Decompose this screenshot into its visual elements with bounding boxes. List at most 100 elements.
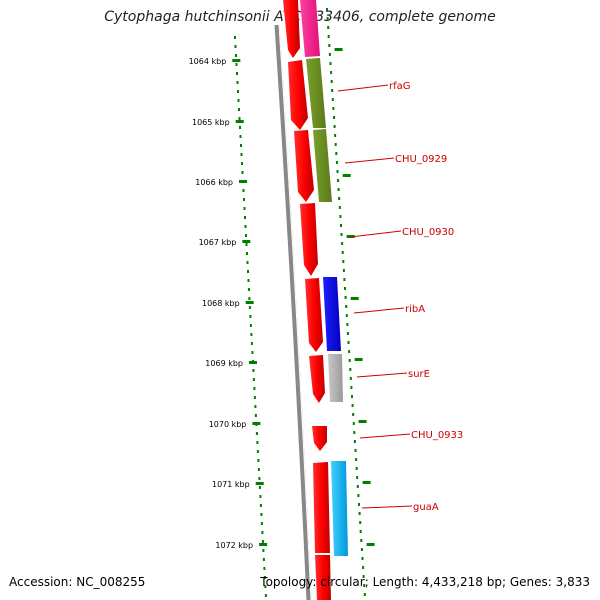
outer-dot xyxy=(344,287,346,290)
genome-summary: Topology: circular; Length: 4,433,218 bp… xyxy=(260,575,590,589)
length-label: Length: xyxy=(372,575,419,589)
topology-label: Topology: xyxy=(260,575,317,589)
outer-dot xyxy=(342,269,345,272)
ruler-dot xyxy=(246,261,249,264)
ruler-dot xyxy=(258,477,261,480)
outer-dot xyxy=(327,35,330,38)
ruler-dot xyxy=(247,279,250,282)
outer-tick xyxy=(358,420,367,423)
ruler-dot xyxy=(245,234,247,237)
outer-dot xyxy=(351,404,354,407)
outer-dot xyxy=(348,359,351,362)
outer-dot xyxy=(334,134,337,137)
gene-block-CHU_0929 xyxy=(313,129,332,202)
gene-label[interactable]: surE xyxy=(408,369,430,380)
gene-arrow-4 xyxy=(305,278,323,352)
ruler-dot xyxy=(235,63,238,66)
gene-label[interactable]: CHU_0929 xyxy=(395,154,447,165)
ruler-dot xyxy=(248,297,251,300)
forward-genes xyxy=(283,0,331,600)
ruler-tick-labels: 1064 kbp 1065 kbp 1066 kbp 1067 kbp 1068 kbp… xyxy=(189,57,268,550)
outer-dot xyxy=(355,467,358,470)
outer-tick xyxy=(334,48,343,51)
ruler-tick xyxy=(239,180,247,183)
ruler-dot xyxy=(260,522,263,525)
ruler-tick xyxy=(259,543,268,546)
ruler-dot xyxy=(255,432,258,435)
outer-dot xyxy=(358,512,361,515)
outer-dot xyxy=(356,476,359,479)
outer-tick xyxy=(342,174,351,177)
ruler-dot xyxy=(250,342,253,345)
outer-dot xyxy=(345,305,348,308)
outer-dot xyxy=(339,215,342,218)
outer-dot xyxy=(357,494,360,497)
ruler-tick xyxy=(242,240,251,243)
ruler-dot xyxy=(253,387,256,390)
gene-label[interactable]: ribA xyxy=(405,304,425,315)
gene-arrow-0 xyxy=(283,0,300,58)
outer-dot xyxy=(352,422,355,425)
outer-dot xyxy=(343,278,346,281)
ruler-dot xyxy=(237,99,240,102)
ruler-dot xyxy=(243,198,245,201)
gene-arrow-8 xyxy=(315,555,331,600)
outer-dot xyxy=(351,395,353,398)
leader-line xyxy=(353,307,405,314)
outer-dot xyxy=(359,521,362,524)
outer-dot xyxy=(326,17,329,20)
topology-value: circular; xyxy=(320,575,369,589)
ruler-dot xyxy=(263,567,266,570)
ruler-dot xyxy=(259,504,262,507)
outer-dot xyxy=(326,8,328,11)
ruler-tick xyxy=(245,301,254,304)
gene-label[interactable]: CHU_0930 xyxy=(402,227,454,238)
leader-line xyxy=(361,505,413,509)
genes-label: Genes: xyxy=(509,575,552,589)
outer-dot xyxy=(341,251,344,254)
ruler-dot xyxy=(249,324,252,327)
backbone-highlight xyxy=(278,24,312,600)
ruler-tick-label: 1071 kbp xyxy=(212,480,250,489)
outer-dot xyxy=(335,161,338,164)
gene-label[interactable]: guaA xyxy=(413,502,439,513)
ruler-dot xyxy=(251,351,254,354)
outer-dot xyxy=(338,197,341,200)
outer-dot xyxy=(344,296,347,299)
outer-dot xyxy=(346,332,349,335)
gene-block-top xyxy=(300,0,320,57)
gene-label[interactable]: rfaG xyxy=(389,81,411,92)
ruler-tick xyxy=(252,422,261,425)
outer-dot xyxy=(347,341,350,344)
ruler-dot xyxy=(252,378,255,381)
outer-dot xyxy=(346,323,349,326)
ruler-tick-label: 1067 kbp xyxy=(199,238,237,247)
gene-labels: rfaG CHU_0929 CHU_0930 ribA surE CHU_0933 guaA xyxy=(389,81,463,513)
length-value: 4,433,218 bp; xyxy=(421,575,507,589)
ruler-dot xyxy=(253,396,256,399)
gene-label[interactable]: CHU_0933 xyxy=(411,430,463,441)
ruler-tick xyxy=(249,361,257,364)
outer-dot xyxy=(329,62,332,65)
ruler-dot xyxy=(261,531,264,534)
ruler-dot xyxy=(256,441,259,444)
ruler-dot xyxy=(254,414,257,417)
outer-dot xyxy=(331,98,334,101)
accession-label: Accession: xyxy=(9,575,73,589)
gene-block-surE xyxy=(328,354,343,402)
outer-dot xyxy=(348,350,351,353)
ruler-dot xyxy=(246,252,248,255)
outer-tick xyxy=(350,297,359,300)
ruler-dot xyxy=(257,459,260,462)
ruler-dot xyxy=(240,144,242,147)
ruler-dot xyxy=(234,36,236,39)
ruler-dot xyxy=(261,540,264,543)
gene-block-rfaG xyxy=(306,58,326,128)
ruler-dot xyxy=(257,468,260,471)
outer-dot xyxy=(361,557,364,560)
gene-arrow-3 xyxy=(300,203,318,276)
outer-dot xyxy=(363,593,366,596)
ruler-dot xyxy=(234,45,237,48)
reverse-genes xyxy=(300,0,348,556)
ruler-dot xyxy=(247,270,249,273)
